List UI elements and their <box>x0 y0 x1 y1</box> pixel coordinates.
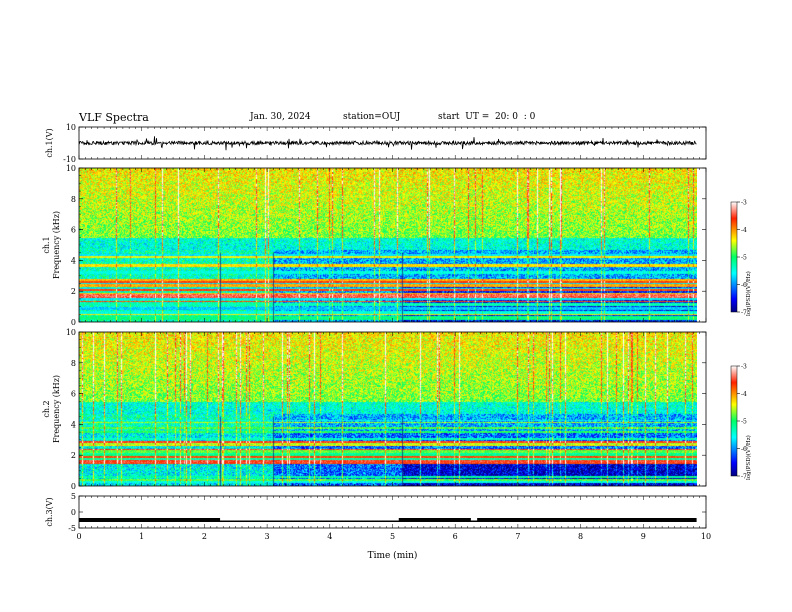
figure-title: VLF Spectra <box>79 111 149 124</box>
y-tick-label: 10 <box>66 123 76 132</box>
y-tick-label: 0 <box>71 482 76 491</box>
y-tick-label: 6 <box>71 390 76 399</box>
spectrogram-image <box>79 332 697 486</box>
y-axis-label: ch.3(V) <box>45 497 54 526</box>
colorbar-tick-label: -3 <box>741 200 747 207</box>
y-axis-label: Frequency (kHz) <box>52 211 61 279</box>
colorbar <box>730 201 738 313</box>
y-tick-label: 10 <box>66 328 76 337</box>
y-tick-label: 0 <box>71 508 76 517</box>
y-tick-label: 4 <box>71 420 76 429</box>
y-tick-label: 6 <box>71 226 76 235</box>
y-tick-label: 4 <box>71 256 76 265</box>
colorbar-label: log(PSD)(V²/Hz) <box>745 435 752 480</box>
y-tick-label: -10 <box>63 155 76 164</box>
x-axis-label: Time (min) <box>368 550 418 561</box>
x-tick-label: 5 <box>390 532 395 541</box>
x-tick-label: 8 <box>578 532 583 541</box>
colorbar-tick-label: -5 <box>741 255 747 262</box>
y-tick-label: 2 <box>71 287 76 296</box>
colorbar-tick-label: -6 <box>741 446 747 453</box>
y-axis-label: ch.1 <box>42 236 51 253</box>
colorbar-tick-label: -4 <box>741 227 747 234</box>
panel-frame <box>78 495 707 529</box>
x-tick-label: 0 <box>76 532 81 541</box>
y-tick-label: 8 <box>71 195 76 204</box>
spectrogram-image <box>79 168 697 322</box>
y-tick-label: 2 <box>71 451 76 460</box>
y-tick-label: 5 <box>71 492 76 501</box>
x-tick-label: 1 <box>139 532 144 541</box>
y-tick-label: 0 <box>71 318 76 327</box>
ch3-waveform-gap <box>220 518 399 521</box>
colorbar-tick-label: -7 <box>741 474 747 481</box>
y-tick-label: 8 <box>71 359 76 368</box>
colorbar-tick-label: -5 <box>741 419 747 426</box>
colorbar-tick-label: -4 <box>741 391 747 398</box>
station-label: station=OUJ <box>343 112 401 122</box>
ch1-waveform-line <box>78 136 697 151</box>
x-tick-label: 2 <box>202 532 207 541</box>
x-tick-label: 4 <box>327 532 332 541</box>
colorbar-label: log(PSD)(V²/Hz) <box>745 271 752 316</box>
start-time-label: start UT = 20: 0 : 0 <box>438 112 536 122</box>
ch3-waveform-gap <box>470 518 478 521</box>
colorbar-tick-label: -3 <box>741 364 747 371</box>
x-tick-label: 9 <box>641 532 646 541</box>
y-tick-label: 10 <box>66 164 76 173</box>
x-tick-label: 7 <box>515 532 520 541</box>
x-tick-label: 10 <box>701 532 711 541</box>
x-tick-label: 6 <box>453 532 458 541</box>
y-axis-label: ch.1(V) <box>45 128 54 157</box>
y-tick-label: -5 <box>68 524 76 533</box>
date-label: Jan. 30, 2024 <box>250 112 311 122</box>
x-tick-label: 3 <box>265 532 270 541</box>
colorbar-tick-label: -7 <box>741 310 747 317</box>
y-axis-label: Frequency (kHz) <box>52 375 61 443</box>
colorbar <box>730 365 738 477</box>
y-axis-label: ch.2 <box>42 400 51 417</box>
colorbar-tick-label: -6 <box>741 282 747 289</box>
